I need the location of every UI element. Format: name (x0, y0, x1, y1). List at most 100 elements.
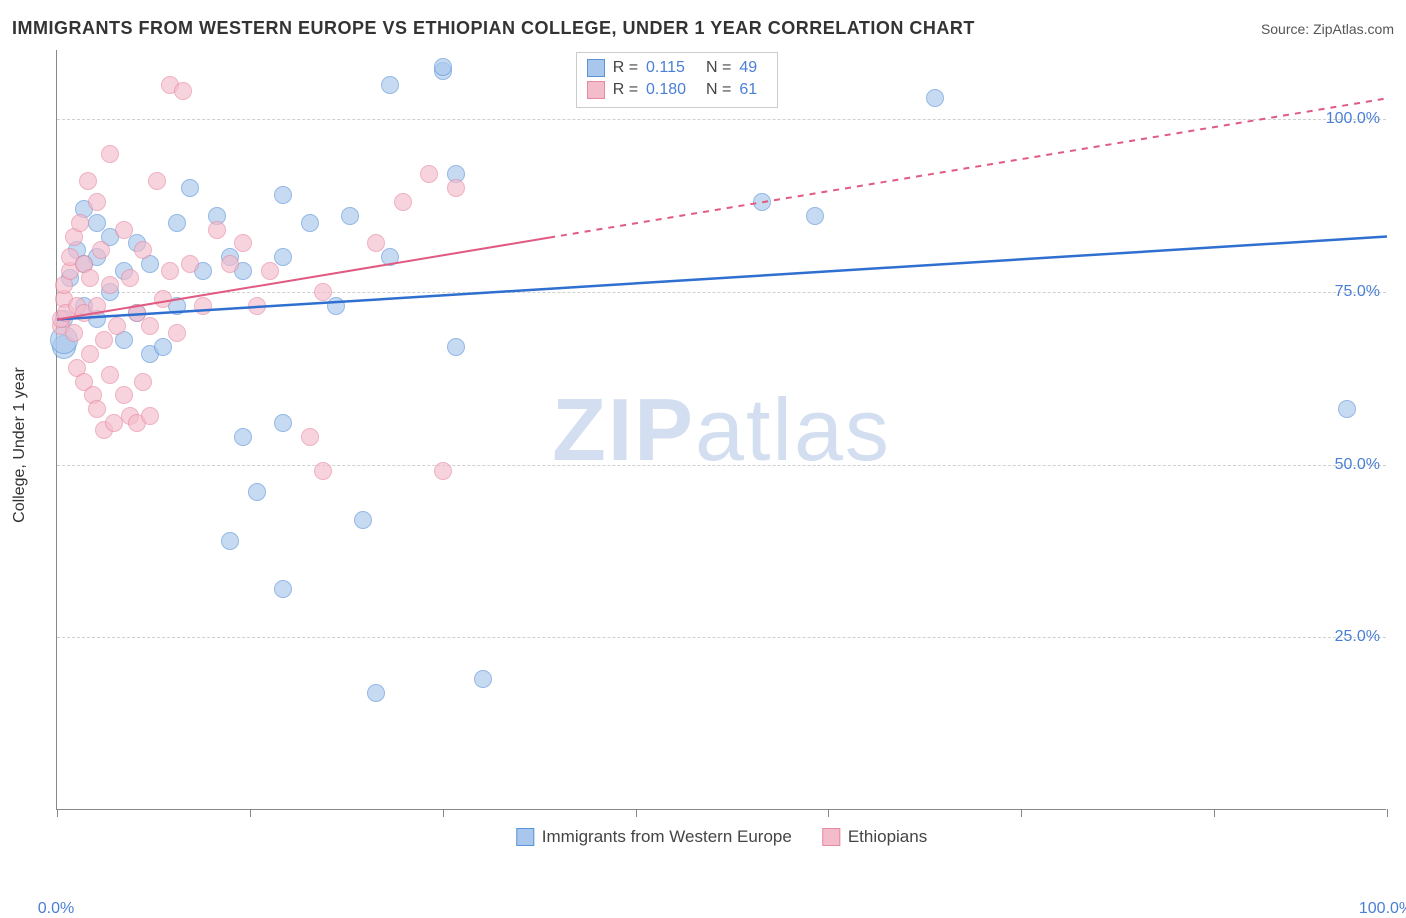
x-tick (1214, 809, 1215, 817)
data-point (221, 255, 239, 273)
gridline (57, 465, 1386, 466)
data-point (81, 269, 99, 287)
data-point (148, 172, 166, 190)
legend-n-value: 49 (739, 57, 767, 79)
x-tick (443, 809, 444, 817)
data-point (88, 400, 106, 418)
data-point (154, 290, 172, 308)
data-point (381, 76, 399, 94)
chart-title: IMMIGRANTS FROM WESTERN EUROPE VS ETHIOP… (12, 18, 975, 39)
legend-r-label: R = (613, 57, 638, 79)
data-point (753, 193, 771, 211)
gridline (57, 119, 1386, 120)
x-tick (1387, 809, 1388, 817)
data-point (434, 462, 452, 480)
x-tick (636, 809, 637, 817)
data-point (134, 241, 152, 259)
data-point (81, 345, 99, 363)
data-point (115, 221, 133, 239)
data-point (274, 248, 292, 266)
y-tick-label: 50.0% (1335, 456, 1380, 474)
data-point (92, 241, 110, 259)
legend-swatch (587, 59, 605, 77)
y-axis-label: College, Under 1 year (11, 367, 29, 523)
data-point (234, 428, 252, 446)
data-point (115, 386, 133, 404)
series-legend: Immigrants from Western Europe Ethiopians (516, 827, 927, 847)
data-point (381, 248, 399, 266)
data-point (181, 179, 199, 197)
data-point (301, 214, 319, 232)
data-point (367, 234, 385, 252)
data-point (108, 317, 126, 335)
data-point (274, 186, 292, 204)
legend-swatch (516, 828, 534, 846)
data-point (194, 297, 212, 315)
data-point (154, 338, 172, 356)
chart-container: College, Under 1 year ZIPatlas R =0.115N… (12, 50, 1394, 840)
source-prefix: Source: (1261, 21, 1313, 37)
legend-series-label: Immigrants from Western Europe (542, 827, 792, 847)
data-point (314, 283, 332, 301)
data-point (141, 407, 159, 425)
data-point (101, 276, 119, 294)
correlation-legend: R = 0.115 N = 49R = 0.180 N = 61 (576, 52, 779, 108)
x-tick (57, 809, 58, 817)
data-point (447, 179, 465, 197)
data-point (95, 331, 113, 349)
data-point (141, 317, 159, 335)
data-point (161, 262, 179, 280)
data-point (354, 511, 372, 529)
x-tick-label: 100.0% (1359, 900, 1406, 918)
data-point (434, 58, 452, 76)
data-point (274, 414, 292, 432)
x-tick (1021, 809, 1022, 817)
x-tick (828, 809, 829, 817)
legend-row: R = 0.180 N = 61 (587, 79, 768, 101)
data-point (447, 338, 465, 356)
x-tick (250, 809, 251, 817)
data-point (101, 366, 119, 384)
data-point (101, 145, 119, 163)
data-point (926, 89, 944, 107)
legend-r-value: 0.115 (646, 57, 698, 79)
data-point (248, 297, 266, 315)
data-point (327, 297, 345, 315)
data-point (221, 532, 239, 550)
legend-row: R =0.115N =49 (587, 57, 768, 79)
data-point (234, 234, 252, 252)
legend-r-label: R = (613, 79, 638, 101)
data-point (181, 255, 199, 273)
x-tick-label: 0.0% (38, 900, 74, 918)
data-point (88, 297, 106, 315)
legend-swatch (822, 828, 840, 846)
legend-item: Immigrants from Western Europe (516, 827, 792, 847)
legend-n-label: N = (706, 79, 731, 101)
y-tick-label: 25.0% (1335, 628, 1380, 646)
y-tick-label: 75.0% (1335, 283, 1380, 301)
data-point (168, 324, 186, 342)
data-point (341, 207, 359, 225)
data-point (174, 82, 192, 100)
data-point (314, 462, 332, 480)
gridline (57, 637, 1386, 638)
plot-area: ZIPatlas R =0.115N =49R =0.180N =61 Immi… (56, 50, 1386, 810)
data-point (248, 483, 266, 501)
source-name: ZipAtlas.com (1313, 21, 1394, 37)
legend-series-label: Ethiopians (848, 827, 927, 847)
data-point (394, 193, 412, 211)
y-tick-label: 100.0% (1326, 110, 1380, 128)
data-point (88, 193, 106, 211)
data-point (168, 214, 186, 232)
legend-r-value: 0.180 (646, 79, 698, 101)
legend-swatch (587, 81, 605, 99)
data-point (261, 262, 279, 280)
data-point (301, 428, 319, 446)
data-point (65, 324, 83, 342)
gridline (57, 292, 1386, 293)
data-point (1338, 400, 1356, 418)
legend-n-value: 61 (739, 79, 767, 101)
data-point (121, 269, 139, 287)
data-point (367, 684, 385, 702)
data-point (474, 670, 492, 688)
